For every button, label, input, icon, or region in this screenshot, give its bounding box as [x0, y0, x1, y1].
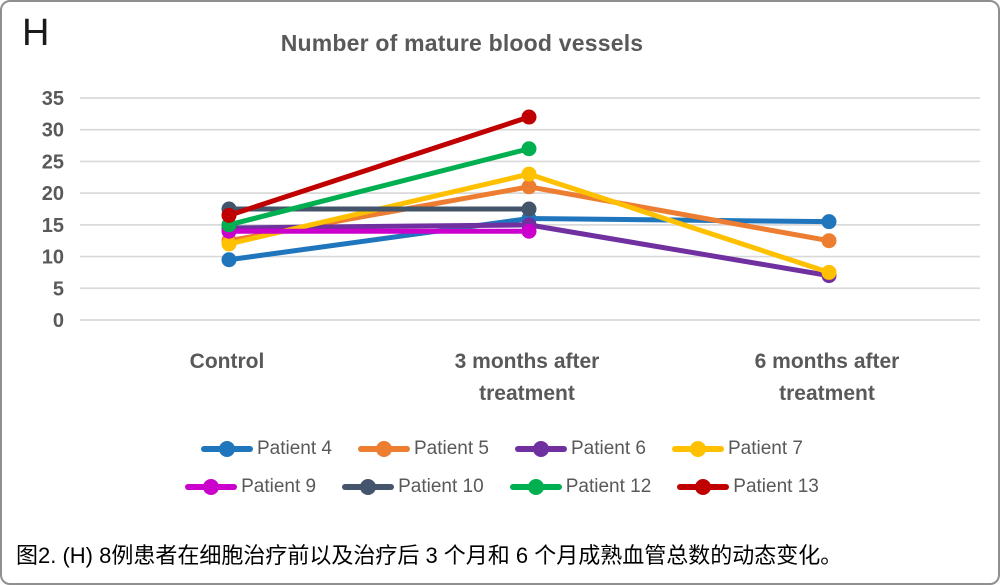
x-axis-label-3-months: 3 months after treatment [454, 350, 600, 405]
legend-label: Patient 7 [728, 438, 803, 459]
legend-label: Patient 4 [257, 438, 332, 459]
data-point-patient-4 [821, 214, 837, 230]
legend-marker-icon [358, 441, 410, 457]
legend-item-patient-13: Patient 13 [677, 476, 819, 498]
data-point-patient-10 [521, 201, 537, 217]
legend-item-patient-5: Patient 5 [358, 438, 489, 460]
y-tick-label: 10 [42, 247, 64, 269]
y-tick-label: 5 [53, 278, 64, 300]
y-tick-label: 0 [53, 310, 64, 332]
legend-marker-icon [201, 441, 253, 457]
legend-dot [533, 441, 549, 457]
data-point-patient-12 [521, 141, 537, 157]
legend-label: Patient 12 [565, 476, 652, 497]
data-point-patient-4 [221, 252, 237, 268]
series-line-patient-13 [226, 114, 532, 218]
legend-label: Patient 5 [414, 438, 489, 459]
legend-marker-icon [342, 479, 395, 495]
legend-item-patient-12: Patient 12 [509, 476, 652, 498]
data-point-patient-5 [821, 233, 837, 249]
legend-label: Patient 6 [571, 438, 646, 459]
legend-marker-icon [515, 441, 567, 457]
legend-label: Patient 13 [733, 476, 819, 497]
legend-dot [219, 441, 235, 457]
legend-dot [527, 479, 544, 495]
legend-item-patient-4: Patient 4 [201, 438, 332, 460]
y-tick-label: 25 [42, 151, 64, 173]
legend-item-patient-6: Patient 6 [515, 438, 646, 460]
legend-marker-icon [185, 479, 238, 495]
y-tick-label: 35 [42, 88, 64, 110]
data-point-patient-13 [521, 109, 537, 125]
figure-caption: 图2. (H) 8例患者在细胞治疗前以及治疗后 3 个月和 6 个月成熟血管总数… [16, 543, 843, 568]
chart-legend: Patient 4 Patient 5 Patient 6 Patient 7 Pati… [2, 438, 998, 498]
data-point-patient-7 [221, 236, 237, 252]
legend-item-patient-10: Patient 10 [342, 476, 484, 498]
legend-label: Patient 9 [241, 476, 317, 497]
legend-row: Patient 9 Patient 10 Patient 12 Patient 13 [185, 476, 819, 498]
legend-item-patient-9: Patient 9 [185, 476, 316, 498]
legend-marker-icon [677, 479, 730, 495]
legend-dot [360, 479, 377, 495]
y-tick-label: 20 [42, 183, 64, 205]
line-chart: 35 30 25 20 15 10 5 0 [42, 88, 980, 332]
legend-dot [690, 441, 706, 457]
panel-letter: H [22, 12, 50, 54]
legend-label: Patient 10 [398, 476, 484, 497]
legend-row: Patient 4 Patient 5 Patient 6 Patient 7 [201, 438, 803, 460]
data-point-patient-7 [521, 166, 537, 182]
legend-dot [695, 479, 712, 495]
series-line-patient-12 [226, 146, 532, 228]
x-axis-label-6-months: 6 months after treatment [754, 350, 900, 405]
legend-dot [203, 479, 220, 495]
legend-marker-icon [672, 441, 724, 457]
data-point-patient-7 [821, 264, 837, 280]
data-point-patient-9 [521, 223, 537, 239]
chart-title: Number of mature blood vessels [280, 30, 644, 56]
data-point-patient-13 [221, 207, 237, 223]
y-tick-label: 15 [42, 215, 64, 237]
legend-item-patient-7: Patient 7 [672, 438, 803, 460]
legend-dot [376, 441, 392, 457]
x-axis-label-control: Control [189, 350, 265, 373]
y-tick-label: 30 [42, 120, 64, 142]
legend-marker-icon [509, 479, 562, 495]
data-point-patient-5 [521, 179, 537, 195]
